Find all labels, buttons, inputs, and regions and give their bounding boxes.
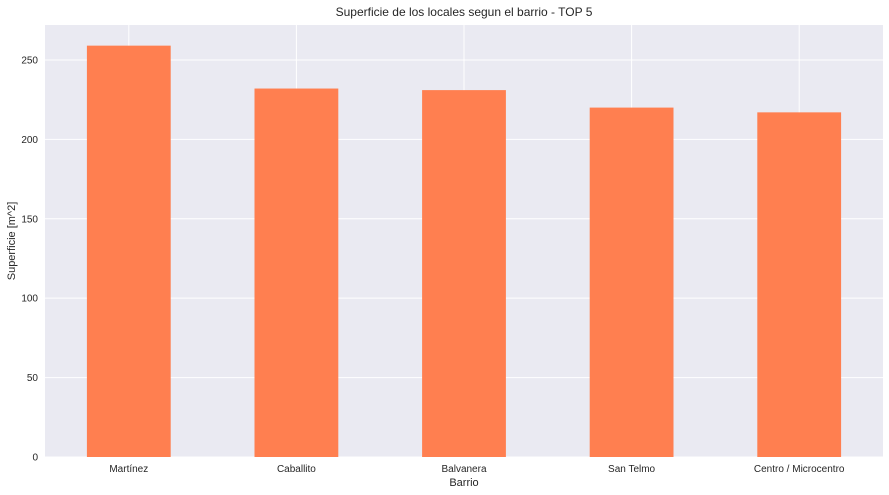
- y-tick-label: 200: [21, 135, 38, 146]
- bar: [86, 45, 171, 457]
- chart-title: Superficie de los locales segun el barri…: [336, 5, 593, 19]
- bar: [757, 112, 842, 458]
- bar: [422, 90, 506, 457]
- x-tick-label: San Telmo: [608, 464, 656, 475]
- x-axis-label: Barrio: [449, 477, 478, 489]
- y-tick-label: 150: [21, 214, 38, 225]
- bars: [86, 45, 842, 458]
- x-tick-label: Balvanera: [441, 464, 486, 475]
- y-tick-label: 0: [32, 453, 38, 464]
- bar: [254, 88, 339, 457]
- bar: [589, 107, 674, 458]
- x-tick-label: Centro / Microcentro: [754, 464, 845, 475]
- x-tick-label: Martínez: [109, 464, 148, 475]
- y-tick-label: 50: [27, 373, 39, 384]
- y-tick-label: 100: [21, 294, 38, 305]
- y-tick-labels: 0 50 100 150 200 250: [21, 55, 38, 463]
- y-tick-label: 250: [21, 55, 38, 66]
- y-axis-label: Superficie [m^2]: [6, 202, 18, 281]
- x-tick-label: Caballito: [277, 464, 316, 475]
- x-tick-labels: Martínez Caballito Balvanera San Telmo Centr…: [109, 464, 845, 475]
